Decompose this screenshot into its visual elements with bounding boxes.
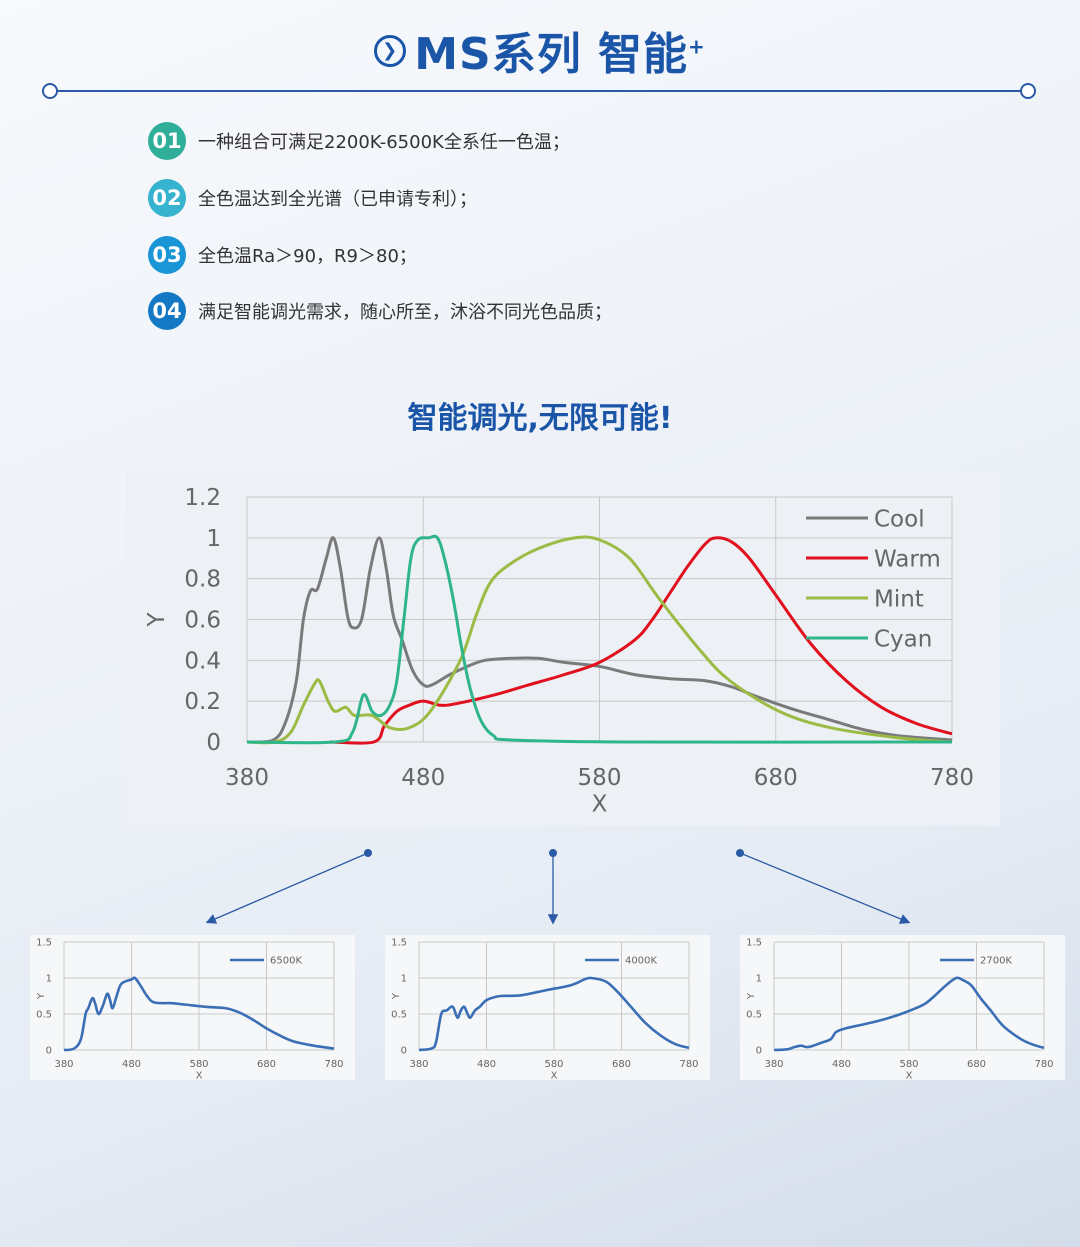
main-spectrum-chart: 0 0.2 0.4 0.6 0.8 1 1.2 380 480 580 680 780 X Y Cool Wa… (126, 472, 1000, 826)
y-tick-label: 0.4 (184, 648, 221, 674)
x-tick-label: 480 (122, 1059, 141, 1070)
y-tick-label: 0.8 (184, 567, 221, 593)
x-tick-label: 680 (257, 1059, 276, 1070)
y-axis-title: Y (36, 992, 47, 1000)
y-tick-label: 0.5 (36, 1010, 52, 1021)
x-tick-label: 780 (679, 1059, 698, 1070)
title-superscript: + (688, 34, 706, 59)
y-axis-title: Y (746, 992, 757, 1000)
y-tick-label: 1 (756, 974, 762, 985)
series-line-mint (246, 535, 953, 745)
feature-item: 02 全色温达到全光谱（已申请专利）； (148, 179, 477, 217)
feature-item: 04 满足智能调光需求，随心所至，沐浴不同光色品质； (148, 292, 612, 330)
divider-end-circle-right (1020, 83, 1036, 99)
x-tick-label: 580 (578, 765, 622, 791)
y-tick-label: 1.2 (184, 485, 221, 511)
y-tick-label: 0 (46, 1046, 52, 1057)
section-subtitle: 智能调光,无限可能! (407, 401, 673, 436)
arrow-to-2700k (739, 852, 911, 924)
y-tick-label: 1.5 (746, 938, 762, 949)
y-tick-label: 0.2 (184, 689, 221, 715)
legend-label: 2700K (980, 956, 1012, 967)
legend-label: Mint (874, 586, 924, 612)
x-axis-title: X (196, 1071, 203, 1082)
x-tick-label: 680 (967, 1059, 986, 1070)
feature-number-badge: 04 (148, 292, 186, 330)
y-tick-label: 1 (401, 974, 407, 985)
x-tick-label: 580 (899, 1059, 918, 1070)
arrows-layer (205, 849, 911, 925)
x-tick-label: 480 (401, 765, 445, 791)
y-tick-label: 0 (401, 1046, 407, 1057)
x-axis-title: X (551, 1071, 558, 1082)
chart-2700k-svg: 0 0.5 1 1.5 380 480 580 680 780 X Y 2700K (746, 938, 1054, 1082)
x-tick-label: 380 (764, 1059, 783, 1070)
series-line-cool (246, 536, 953, 744)
x-tick-label: 780 (1034, 1059, 1053, 1070)
feature-item: 03 全色温Ra＞90，R9＞80； (148, 236, 417, 274)
y-tick-label: 0.5 (391, 1010, 407, 1021)
x-tick-label: 680 (754, 765, 798, 791)
y-tick-label: 0 (206, 730, 221, 756)
feature-text: 全色温Ra＞90，R9＞80； (198, 246, 417, 267)
legend-label: 4000K (625, 956, 657, 967)
chart-6500k: 0 0.5 1 1.5 380 480 580 680 780 X Y 6500K (30, 935, 355, 1082)
y-tick-label: 0 (756, 1046, 762, 1057)
series-line-6500k (63, 976, 335, 1052)
x-tick-label: 680 (612, 1059, 631, 1070)
chart-4000k: 0 0.5 1 1.5 380 480 580 680 780 X Y 4000K (385, 935, 710, 1082)
y-axis-title: Y (144, 612, 170, 628)
x-tick-label: 580 (544, 1059, 563, 1070)
y-tick-label: 1 (46, 974, 52, 985)
legend-label: Cyan (874, 626, 932, 652)
x-tick-label: 780 (930, 765, 974, 791)
legend-label: Cool (874, 506, 925, 532)
divider-end-circle-left (42, 83, 58, 99)
x-tick-label: 480 (477, 1059, 496, 1070)
chart-2700k: 0 0.5 1 1.5 380 480 580 680 780 X Y 2700K (740, 935, 1065, 1082)
feature-text: 一种组合可满足2200K-6500K全系任一色温； (198, 132, 570, 153)
feature-text: 全色温达到全光谱（已申请专利）； (198, 189, 477, 210)
x-tick-label: 380 (409, 1059, 428, 1070)
y-tick-label: 1.5 (391, 938, 407, 949)
x-axis-title: X (592, 791, 608, 817)
chart-6500k-svg: 0 0.5 1 1.5 380 480 580 680 780 X Y 6500K (36, 938, 344, 1082)
divider-line (50, 90, 1028, 92)
page-title: ❯ MS系列 智能+ (0, 18, 1080, 82)
x-tick-label: 580 (189, 1059, 208, 1070)
feature-number-badge: 03 (148, 236, 186, 274)
x-axis-title: X (906, 1071, 913, 1082)
title-text: MS系列 智能 (414, 29, 689, 80)
chart-4000k-svg: 0 0.5 1 1.5 380 480 580 680 780 X Y 4000K (391, 938, 699, 1082)
x-tick-label: 780 (324, 1059, 343, 1070)
series-line-2700k (773, 976, 1045, 1052)
feature-number-badge: 02 (148, 179, 186, 217)
feature-number-badge: 01 (148, 122, 186, 160)
x-tick-label: 480 (832, 1059, 851, 1070)
chevron-right-circle-icon: ❯ (374, 35, 407, 67)
series-line-4000k (418, 976, 690, 1052)
feature-text: 满足智能调光需求，随心所至，沐浴不同光色品质； (198, 302, 612, 323)
y-tick-label: 1 (206, 526, 221, 552)
y-tick-label: 0.6 (184, 608, 221, 634)
series-line-warm (329, 536, 953, 745)
y-axis-title: Y (391, 992, 402, 1000)
legend-label: Warm (874, 546, 941, 572)
main-chart-svg: 0 0.2 0.4 0.6 0.8 1 1.2 380 480 580 680 780 X Y Cool Wa… (144, 485, 974, 817)
y-tick-label: 0.5 (746, 1010, 762, 1021)
y-tick-label: 1.5 (36, 938, 52, 949)
feature-item: 01 一种组合可满足2200K-6500K全系任一色温； (148, 122, 570, 160)
arrow-to-6500k (205, 852, 369, 924)
legend-label: 6500K (270, 956, 302, 967)
series-line-cyan (246, 534, 953, 745)
x-tick-label: 380 (54, 1059, 73, 1070)
x-tick-label: 380 (225, 765, 269, 791)
